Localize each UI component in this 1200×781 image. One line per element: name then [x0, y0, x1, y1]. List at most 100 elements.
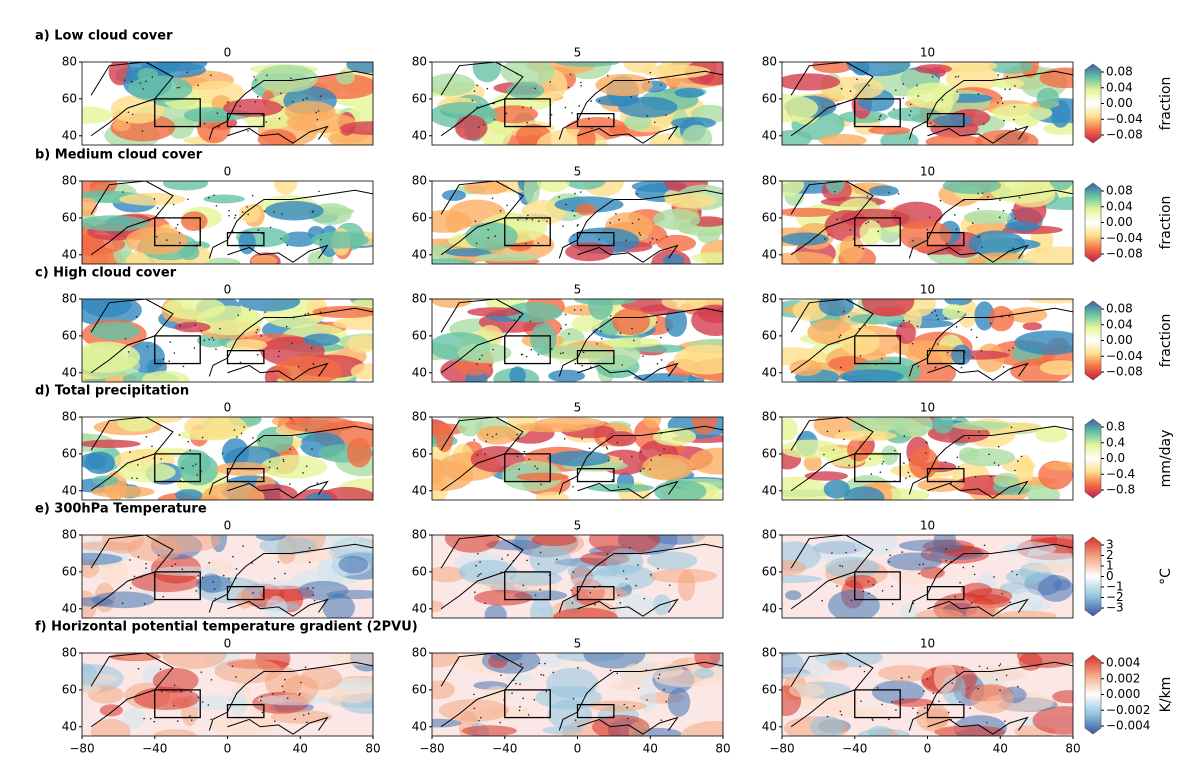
map-panel	[432, 299, 723, 382]
row-title: d) Total precipitation	[35, 384, 189, 399]
region-box	[926, 703, 965, 719]
significance-dot	[145, 80, 147, 83]
row-title: f) Horizontal potential temperature grad…	[35, 620, 418, 635]
anomaly-contour	[957, 299, 978, 328]
anomaly-contour	[843, 486, 885, 500]
significance-dot	[617, 594, 620, 597]
significance-dot	[558, 196, 561, 198]
anomaly-contour	[618, 96, 678, 118]
significance-dot	[537, 242, 540, 244]
significance-dot	[939, 199, 942, 202]
significance-dot	[908, 475, 911, 478]
panel-frame	[81, 180, 374, 265]
y-tick-label: 40	[762, 365, 777, 379]
anomaly-contour	[996, 610, 1057, 618]
anomaly-contour	[968, 230, 1025, 257]
significance-dot	[978, 665, 981, 668]
panel-frame	[431, 61, 724, 146]
significance-dot	[859, 665, 861, 668]
y-tick-label: 80	[412, 528, 427, 542]
anomaly-contour	[782, 181, 805, 197]
significance-dot	[956, 456, 959, 459]
anomaly-contour	[82, 452, 107, 470]
significance-dot	[1012, 347, 1014, 349]
region-box	[576, 231, 615, 247]
significance-dot	[519, 683, 521, 686]
significance-dot	[276, 467, 279, 470]
significance-dot	[307, 312, 310, 315]
significance-dot	[872, 719, 874, 721]
significance-dot	[638, 232, 641, 234]
significance-dot	[305, 465, 308, 467]
significance-dot	[519, 705, 521, 708]
column-label: 5	[574, 519, 582, 533]
anomaly-contour	[1052, 690, 1073, 704]
significance-dot	[476, 363, 478, 365]
significance-dot	[983, 544, 986, 547]
significance-dot	[178, 434, 181, 436]
coastline	[440, 417, 524, 492]
anomaly-contour	[933, 85, 954, 116]
significance-dot	[525, 355, 528, 358]
significance-dot	[228, 214, 230, 217]
significance-dot	[143, 602, 146, 605]
significance-dot	[646, 114, 649, 117]
significance-dot	[625, 578, 628, 580]
significance-dot	[955, 326, 958, 328]
significance-dot	[827, 234, 830, 236]
significance-dot	[571, 112, 573, 114]
significance-dot	[302, 99, 305, 101]
y-tick-label: 60	[762, 328, 777, 342]
anomaly-contour	[338, 555, 369, 574]
colorbar-unit: fraction	[1158, 314, 1174, 368]
anomaly-contour	[464, 181, 509, 195]
anomaly-contour	[90, 321, 140, 341]
coastline	[440, 535, 524, 610]
significance-dot	[881, 357, 883, 360]
row-title: c) High cloud cover	[35, 266, 177, 281]
significance-dot	[1002, 366, 1005, 368]
anomaly-contour	[1028, 299, 1073, 304]
map-panel	[432, 417, 723, 500]
anomaly-contour	[988, 305, 1015, 332]
significance-dot	[166, 239, 168, 241]
significance-dot	[957, 311, 960, 313]
anomaly-contour	[965, 600, 1001, 618]
region-box	[854, 335, 901, 365]
anomaly-contour	[523, 181, 540, 205]
significance-dot	[663, 688, 665, 691]
anomaly-contour	[474, 589, 533, 606]
significance-dot	[840, 713, 843, 716]
y-tick-label: 60	[62, 446, 77, 460]
anomaly-contour	[117, 462, 176, 483]
anomaly-contour	[661, 299, 707, 311]
significance-dot	[897, 192, 900, 195]
map-panel	[432, 181, 723, 264]
column-label: 0	[224, 637, 232, 651]
significance-dot	[534, 594, 537, 596]
significance-dot	[315, 111, 318, 114]
significance-dot	[891, 700, 893, 703]
colorbar	[1084, 536, 1102, 617]
anomaly-contour	[823, 479, 850, 499]
significance-dot	[863, 670, 866, 673]
x-tick-label: 80	[715, 742, 730, 756]
significance-dot	[233, 429, 236, 431]
significance-dot	[189, 715, 191, 717]
anomaly-contour	[161, 653, 227, 669]
significance-dot	[194, 463, 197, 465]
y-tick-label: 40	[762, 483, 777, 497]
significance-dot	[153, 720, 156, 723]
colorbar-tick-label: 0.04	[1106, 317, 1133, 331]
region-box	[154, 217, 201, 247]
significance-dot	[1009, 88, 1011, 91]
significance-dot	[577, 223, 579, 226]
anomaly-contour	[432, 653, 460, 668]
row-title: b) Medium cloud cover	[35, 148, 203, 163]
colorbar-tick-label: 0.04	[1106, 80, 1133, 94]
anomaly-contour	[839, 369, 904, 382]
significance-dot	[868, 592, 870, 595]
significance-dot	[1014, 217, 1017, 220]
significance-dot	[667, 328, 669, 331]
anomaly-contour	[303, 333, 340, 346]
